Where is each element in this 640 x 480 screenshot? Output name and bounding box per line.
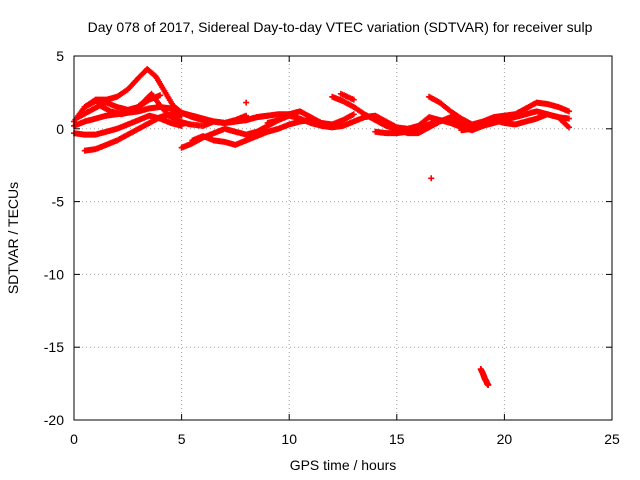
series-arc-13 [81,92,164,113]
y-tick-label: -15 [44,339,64,355]
data-point [428,175,435,182]
x-axis-label: GPS time / hours [290,457,397,473]
x-tick-label: 15 [389,431,405,447]
x-tick-label: 20 [497,431,513,447]
data-point [350,96,357,103]
series-arc-5 [81,111,185,154]
series-isolated-1 [243,90,357,106]
data-point [565,108,572,115]
y-tick-label: 5 [56,48,64,64]
series-outlier-2 [477,366,492,389]
series-arc-12 [458,111,572,134]
y-axis-ticks: 5 0 -5 -10 -15 -20 [44,48,612,428]
y-tick-label: 0 [56,121,64,137]
y-tick-label: -10 [44,266,64,282]
chart-title: Day 078 of 2017, Sidereal Day-to-day VTE… [88,19,593,35]
data-point [485,382,492,389]
data-point [178,122,185,129]
y-tick-label: -20 [44,412,64,428]
data-point [565,124,572,131]
data-point [243,99,250,106]
data-point [350,111,357,118]
series-arc-3 [71,103,293,129]
data-point [178,112,185,119]
data-point [157,92,164,99]
x-tick-label: 25 [604,431,620,447]
series-arc-7 [189,117,336,148]
data-points [71,66,572,389]
x-tick-label: 10 [281,431,297,447]
data-point [565,115,572,122]
x-axis-ticks: 0 5 10 15 20 25 [70,56,620,447]
series-outlier-1 [428,175,435,182]
y-axis-label: SDTVAR / TECUs [5,182,21,294]
plot-frame [73,55,613,421]
series-arc-4 [71,112,185,138]
x-tick-label: 0 [70,431,78,447]
x-tick-label: 5 [178,431,186,447]
y-tick-label: -5 [52,194,65,210]
